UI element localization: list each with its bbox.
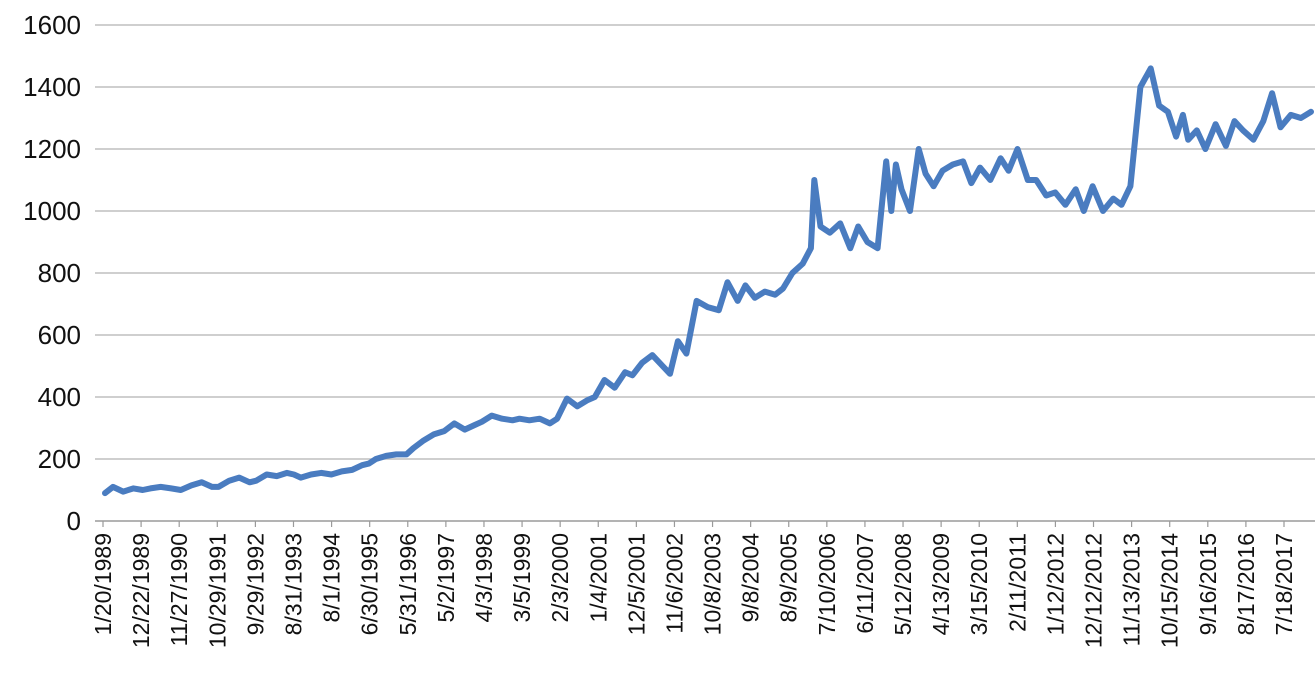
y-tick-label: 600 [38,320,81,350]
x-tick-label: 8/9/2005 [776,533,802,623]
y-tick-label: 1400 [23,72,81,102]
x-tick-label: 12/22/1989 [128,533,154,648]
x-tick-label: 12/5/2001 [623,533,649,635]
x-tick-label: 2/3/2000 [547,533,573,623]
x-tick-label: 1/4/2001 [585,533,611,623]
x-tick-label: 8/17/2016 [1233,533,1259,635]
x-tick-label: 3/5/1999 [509,533,535,623]
x-tick-label: 9/16/2015 [1195,533,1221,635]
x-tick-label: 12/12/2012 [1081,533,1107,648]
x-tick-label: 10/15/2014 [1157,533,1183,648]
gridlines [95,24,1315,460]
y-tick-label: 1600 [23,10,81,40]
x-tick-label: 6/30/1995 [357,533,383,635]
x-tick-label: 5/2/1997 [433,533,459,623]
x-tick-label: 11/27/1990 [166,533,192,646]
x-tick-label: 1/20/1989 [90,533,116,635]
x-tick-label: 7/10/2006 [814,533,840,635]
x-tick-label: 4/3/1998 [471,533,497,623]
y-axis-tick-labels: 0 200 400 600 800 1000 1200 1400 1600 [23,10,81,536]
x-tick-label: 7/18/2017 [1271,533,1297,635]
y-tick-label: 1200 [23,134,81,164]
x-tick-label: 9/8/2004 [738,533,764,623]
x-tick-label: 9/29/1992 [242,533,268,635]
x-tick-label: 5/31/1996 [395,533,421,635]
x-tick-label: 6/11/2007 [852,533,878,634]
x-tick-label: 3/15/2010 [966,533,992,635]
x-tick-label: 11/6/2002 [661,533,687,634]
x-tick-label: 8/31/1993 [280,533,306,635]
x-tick-label: 8/1/1994 [319,533,345,623]
y-tick-label: 0 [67,506,81,536]
y-tick-label: 400 [38,382,81,412]
x-tick-label: 5/12/2008 [890,533,916,635]
y-tick-label: 800 [38,258,81,288]
x-axis-tick-labels: 1/20/1989 12/22/1989 11/27/1990 10/29/1991 9… [90,521,1297,648]
x-tick-label: 11/13/2013 [1119,533,1145,646]
x-tick-label: 4/13/2009 [928,533,954,635]
y-tick-label: 1000 [23,196,81,226]
y-tick-label: 200 [38,444,81,474]
x-tick-label: 10/29/1991 [204,533,230,648]
x-tick-label: 1/12/2012 [1042,533,1068,635]
series-line [102,65,1314,497]
x-tick-label: 10/8/2003 [700,533,726,635]
x-tick-label: 2/11/2011 [1004,533,1030,632]
